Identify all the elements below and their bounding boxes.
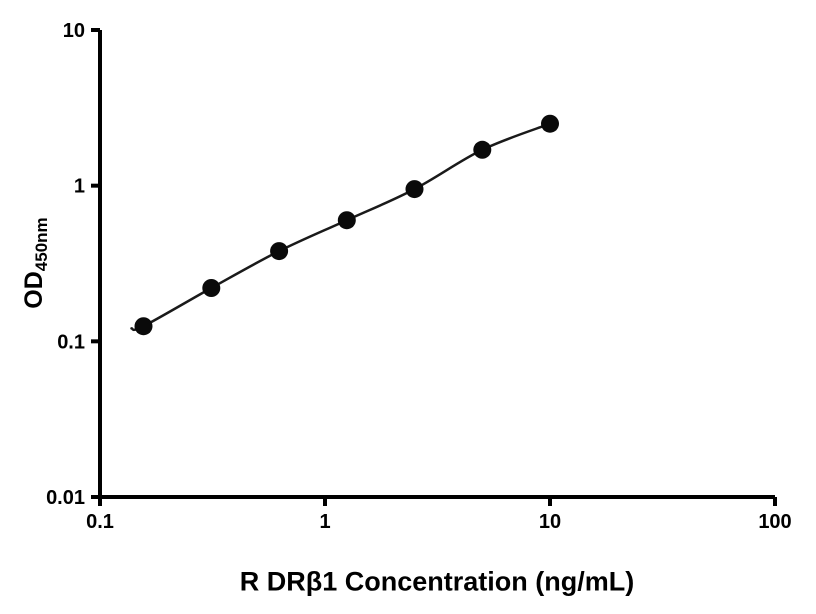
x-axis-tick-label: 1 [319,511,330,533]
data-point [541,114,559,133]
data-point [405,180,424,199]
y-axis-title: OD450nm [20,217,52,308]
y-axis-tick-label: 0.1 [57,331,85,353]
data-point [134,317,153,336]
y-axis-title-main: OD [20,271,48,309]
y-axis-tick-label: 0.01 [46,487,85,509]
y-axis-tick-label: 10 [63,20,85,42]
y-axis-title-subscript: 450nm [32,217,51,272]
data-point [337,211,356,230]
x-axis-tick-label: 0.1 [86,511,114,533]
data-point [270,242,289,261]
x-axis-tick-label: 10 [539,511,561,533]
data-point [202,279,221,297]
x-axis-title: R DRβ1 Concentration (ng/mL) [239,566,635,597]
x-axis-tick-label: 100 [758,511,791,533]
data-point [473,140,492,159]
y-axis-tick-label: 1 [74,176,85,198]
